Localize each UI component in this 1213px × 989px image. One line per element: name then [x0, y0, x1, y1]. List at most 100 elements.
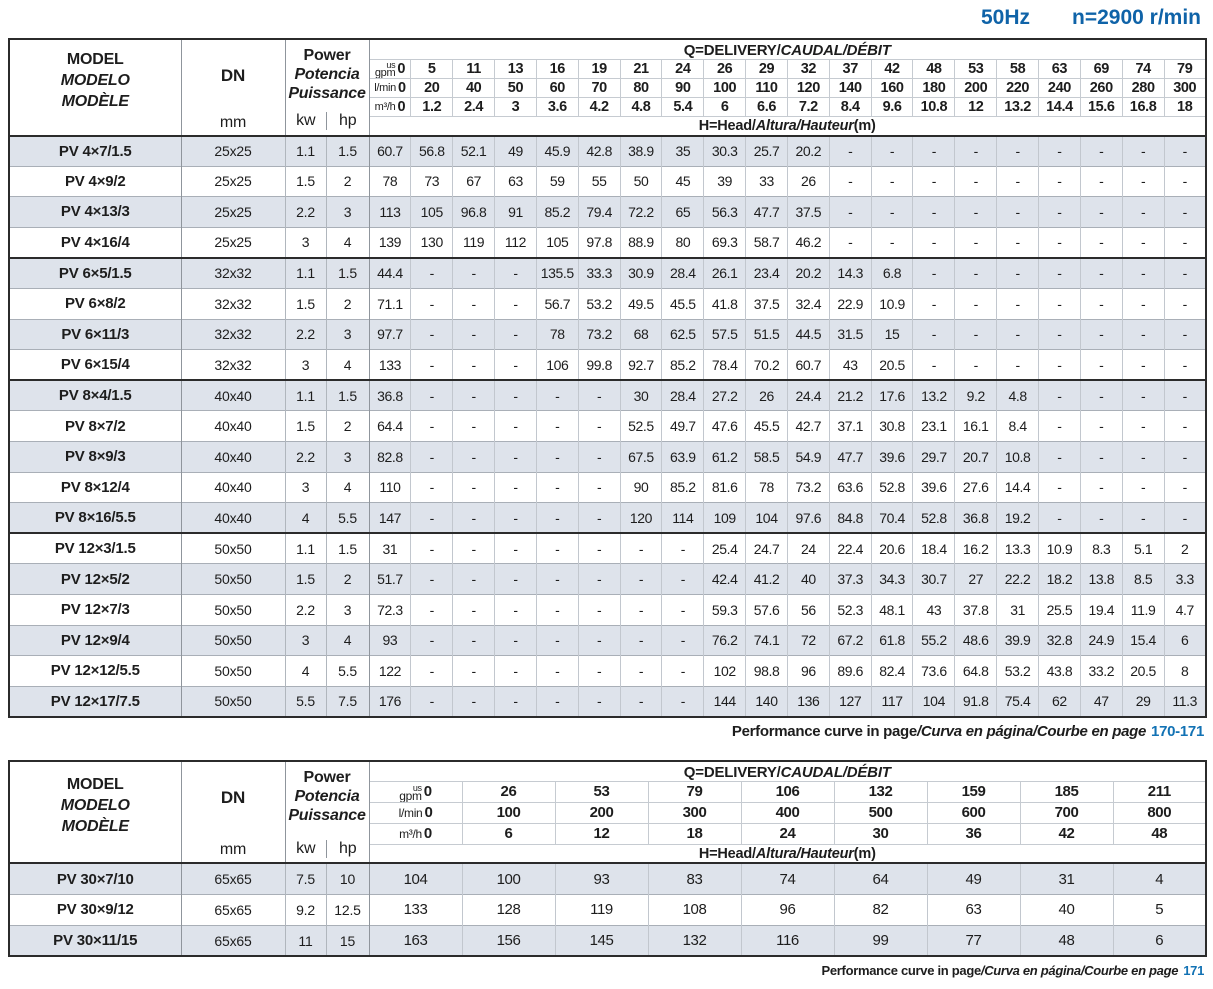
head-value-cell: 33.2 [1080, 655, 1123, 687]
head-value-cell: - [996, 349, 1039, 381]
head-value-cell: 73 [410, 165, 454, 197]
head-value-cell: - [1080, 287, 1123, 320]
model-cell: PV 8×7/2 [9, 410, 182, 442]
head-value-cell: - [871, 135, 914, 167]
head-value-cell: 30.8 [871, 410, 914, 442]
head-value-cell: 88.9 [620, 226, 663, 258]
head-value-cell: 47.7 [829, 440, 872, 473]
head-value-cell: 140 [745, 685, 788, 717]
head-value-cell: - [578, 502, 621, 534]
q-header-value: 26 [703, 59, 746, 79]
head-value-cell: 58.5 [745, 440, 788, 473]
head-value-cell: - [661, 593, 705, 625]
dn-cell: 25x25 [181, 196, 286, 228]
q-header-value: 90 [661, 78, 704, 98]
head-value-cell: 65 [661, 196, 705, 228]
head-value-cell: 18.4 [912, 532, 956, 564]
head-value-cell: - [1164, 196, 1207, 228]
model-label-es: MODELO [60, 72, 130, 90]
head-value-cell: - [1164, 440, 1207, 473]
head-value-cell: 116 [741, 924, 835, 957]
kw-cell: 7.5 [285, 862, 327, 895]
head-value-cell: 20.5 [1122, 655, 1165, 687]
head-value-cell: 23.1 [912, 410, 956, 442]
head-value-cell: 37.5 [787, 196, 830, 228]
q-header-value: 300 [647, 802, 741, 824]
head-value-cell: - [452, 624, 496, 656]
q-header-value: 120 [786, 78, 830, 98]
head-value-cell: 52.8 [912, 502, 956, 534]
q-header-value: 10.8 [912, 97, 955, 117]
usgpm-label-cell: us gpm 0 [368, 59, 411, 79]
head-value-cell: 56.7 [536, 287, 579, 320]
head-value-cell: 55 [578, 165, 621, 197]
head-value-cell: 48.6 [954, 624, 998, 656]
head-value-cell: - [1122, 318, 1165, 350]
head-value-cell: 8 [1164, 655, 1207, 687]
head-value-cell: 81.6 [703, 471, 747, 503]
head-value-cell: 20.5 [871, 349, 914, 381]
head-value-cell: - [494, 685, 537, 717]
head-value-cell: 37.8 [954, 593, 998, 625]
head-value-cell: - [954, 318, 998, 350]
head-value-cell: - [578, 655, 621, 687]
model-cell: PV 12×9/4 [9, 624, 182, 656]
model-cell: PV 8×9/3 [9, 440, 182, 473]
head-value-cell: 27.2 [703, 379, 747, 411]
head-value-cell: 44.5 [787, 318, 830, 350]
head-value-cell: 15.4 [1122, 624, 1165, 656]
dn-cell: 32x32 [181, 287, 286, 320]
table-row: PV 4×7/1.5 25x25 1.1 1.5 60.7 56.8 52.1 49 45.9 4… [9, 135, 1207, 167]
head-value-cell: 62.5 [661, 318, 705, 350]
head-value-cell: - [1080, 226, 1123, 258]
head-value-cell: - [410, 440, 454, 473]
head-value-cell: - [536, 410, 579, 442]
head-value-cell: 34.3 [871, 563, 914, 595]
head-value-cell: 108 [648, 893, 742, 926]
model-cell: PV 8×16/5.5 [9, 502, 182, 534]
kw-unit-label: kw [296, 112, 316, 129]
q-header-value: 32 [786, 59, 830, 79]
head-value-cell: - [1122, 471, 1165, 503]
kw-cell: 1.1 [285, 379, 327, 411]
head-value-cell: - [452, 440, 496, 473]
hp-cell: 1.5 [326, 135, 370, 167]
head-value-cell: 33 [745, 165, 788, 197]
head-value-cell: - [494, 624, 537, 656]
q-header-value: 159 [926, 781, 1020, 803]
head-value-cell: - [1080, 349, 1123, 381]
head-value-cell: 105 [410, 196, 454, 228]
head-value-cell: 104 [745, 502, 788, 534]
head-value-cell: - [452, 318, 496, 350]
head-value-cell: 26 [745, 379, 788, 411]
head-value-cell: 24.9 [1080, 624, 1123, 656]
head-value-cell: - [452, 593, 496, 625]
head-value-cell: - [1080, 196, 1123, 228]
head-value-cell: 26.1 [703, 256, 747, 289]
q-header-value: 180 [912, 78, 955, 98]
head-value-cell: 52.8 [871, 471, 914, 503]
head-value-cell: 73.2 [578, 318, 621, 350]
head-value-cell: 24.4 [787, 379, 830, 411]
power-label-en: Power [303, 47, 351, 64]
head-value-cell: 15 [871, 318, 914, 350]
head-value-cell: 45.5 [745, 410, 788, 442]
q-header-value: 15.6 [1079, 97, 1123, 117]
model-cell: PV 4×7/1.5 [9, 135, 182, 167]
head-value-cell: 51.5 [745, 318, 788, 350]
head-value-cell: - [996, 135, 1039, 167]
head-value-cell: 85.2 [661, 471, 705, 503]
q-header-value: 60 [535, 78, 579, 98]
head-value-cell: 41.8 [703, 287, 747, 320]
table-row: PV 6×5/1.5 32x32 1.1 1.5 44.4- - -135.5 33.3 30.… [9, 256, 1207, 289]
table-row: PV 30×11/15 65x65 11 15 163 156 145 132 116 99 77 4… [9, 924, 1207, 957]
head-value-cell: 57.6 [745, 593, 788, 625]
head-value-cell: - [410, 532, 454, 564]
table-row: PV 12×7/3 50x50 2.2 3 72.3- - - - - - -59.3 57.6 56 5… [9, 593, 1207, 625]
head-value-cell: 40 [1020, 893, 1114, 926]
head-value-cell: 147 [369, 502, 412, 534]
head-value-cell: 130 [410, 226, 454, 258]
kw-cell: 1.5 [285, 410, 327, 442]
hp-cell: 2 [326, 410, 370, 442]
head-value-cell: - [1164, 287, 1207, 320]
